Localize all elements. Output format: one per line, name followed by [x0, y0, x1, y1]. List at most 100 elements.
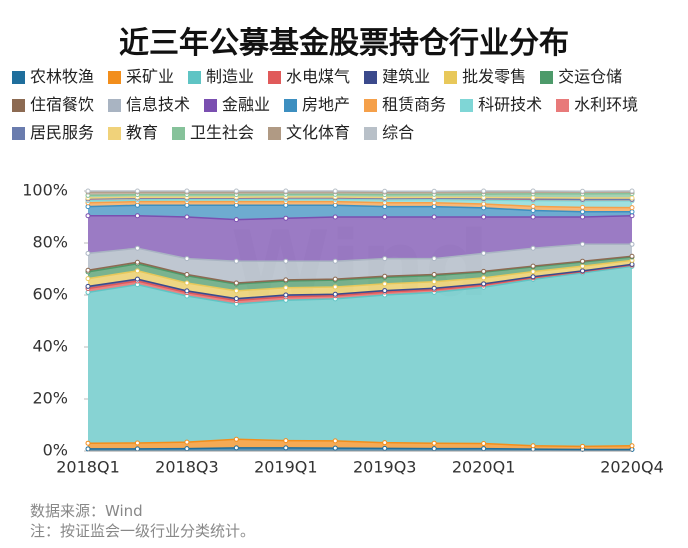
area-edge — [87, 198, 632, 202]
legend-item: 批发零售 — [444, 66, 526, 88]
point — [184, 256, 190, 262]
legend-swatch — [204, 98, 218, 112]
area-edge — [87, 197, 632, 201]
point — [332, 276, 338, 282]
point — [332, 291, 338, 297]
point — [332, 214, 338, 220]
y-tick-label: 0% — [43, 441, 68, 460]
area — [88, 266, 632, 447]
point — [431, 204, 437, 210]
chart-title: 近三年公募基金股票持仓行业分布 — [119, 26, 569, 61]
legend-swatch — [12, 126, 25, 140]
legend-label: 居民服务 — [30, 123, 95, 142]
note: 注：按证监会一级行业分类统计。 — [30, 522, 256, 540]
area-edge — [87, 259, 633, 292]
point — [283, 258, 289, 264]
point — [481, 250, 487, 256]
legend-item: 金融业 — [204, 94, 270, 116]
area-edge — [87, 196, 632, 199]
y-tick-label: 20% — [32, 389, 68, 408]
legend-item: 交运仓储 — [540, 66, 622, 88]
point — [431, 279, 437, 285]
area-edge — [87, 438, 633, 448]
point — [580, 443, 586, 449]
area-edge — [88, 447, 632, 451]
legend-label: 房地产 — [302, 95, 351, 114]
point — [382, 214, 388, 220]
point — [580, 214, 586, 220]
point — [283, 292, 289, 298]
point — [481, 446, 487, 452]
y-tick-label: 60% — [32, 285, 68, 304]
point — [382, 273, 388, 279]
legend-label: 卫生社会 — [190, 123, 255, 142]
point — [85, 283, 91, 289]
point — [481, 440, 487, 446]
legend: 农林牧渔 采矿业 制造业 水电煤气 建筑业 批发零售 交运仓储 住宿餐饮 信息技术 金融业 房地产 租… — [12, 66, 682, 144]
legend-swatch — [108, 126, 122, 140]
legend-item: 房地产 — [284, 94, 350, 116]
point — [382, 440, 388, 446]
point — [481, 275, 487, 281]
area — [88, 201, 632, 212]
legend-label: 制造业 — [206, 67, 255, 86]
x-tick-label: 2018Q3 — [155, 458, 219, 477]
area-edge — [87, 263, 633, 300]
x-tick-label: 2019Q3 — [353, 458, 417, 477]
point — [481, 214, 487, 220]
legend-swatch — [268, 70, 282, 84]
area-edge — [87, 192, 633, 197]
legend-swatch — [364, 126, 378, 140]
point — [283, 188, 289, 194]
point — [580, 268, 586, 274]
legend-item: 采矿业 — [108, 66, 174, 88]
point — [629, 241, 635, 247]
legend-item: 制造业 — [188, 66, 254, 88]
legend-label: 信息技术 — [126, 95, 191, 114]
legend-swatch — [12, 70, 25, 84]
legend-item: 农林牧渔 — [12, 66, 94, 88]
point — [530, 203, 536, 209]
legend-swatch — [268, 126, 282, 140]
legend-label: 综合 — [382, 123, 415, 142]
x-tick-label: 2020Q4 — [600, 458, 664, 477]
legend-swatch — [172, 126, 186, 140]
legend-label: 水利环境 — [574, 95, 639, 114]
point — [85, 276, 91, 282]
legend-label: 教育 — [126, 123, 159, 142]
point — [85, 267, 91, 273]
legend-item: 水电煤气 — [268, 66, 350, 88]
legend-item: 信息技术 — [108, 94, 190, 116]
point — [233, 445, 239, 451]
point — [382, 288, 388, 294]
legend-item: 租赁商务 — [364, 94, 446, 116]
legend-swatch — [284, 98, 298, 112]
point — [530, 263, 536, 269]
point — [382, 256, 388, 262]
point — [629, 188, 635, 194]
point — [85, 188, 91, 194]
legend-label: 金融业 — [222, 95, 271, 114]
legend-label: 租赁商务 — [382, 95, 447, 114]
legend-swatch — [556, 98, 570, 112]
point — [134, 276, 140, 282]
legend-swatch — [460, 98, 474, 112]
point — [530, 274, 536, 280]
point — [580, 241, 586, 247]
point — [431, 271, 437, 277]
point — [431, 188, 437, 194]
point — [134, 213, 140, 219]
legend-swatch — [108, 98, 122, 112]
y-tick-label: 100% — [22, 181, 68, 200]
point — [233, 296, 239, 302]
legend-item: 科研技术 — [460, 94, 542, 116]
point — [629, 195, 635, 201]
point — [530, 245, 536, 251]
point — [85, 440, 91, 446]
y-tick-label: 40% — [32, 337, 68, 356]
area-edge — [87, 256, 633, 285]
point — [184, 280, 190, 286]
legend-swatch — [12, 98, 25, 112]
point — [481, 281, 487, 287]
